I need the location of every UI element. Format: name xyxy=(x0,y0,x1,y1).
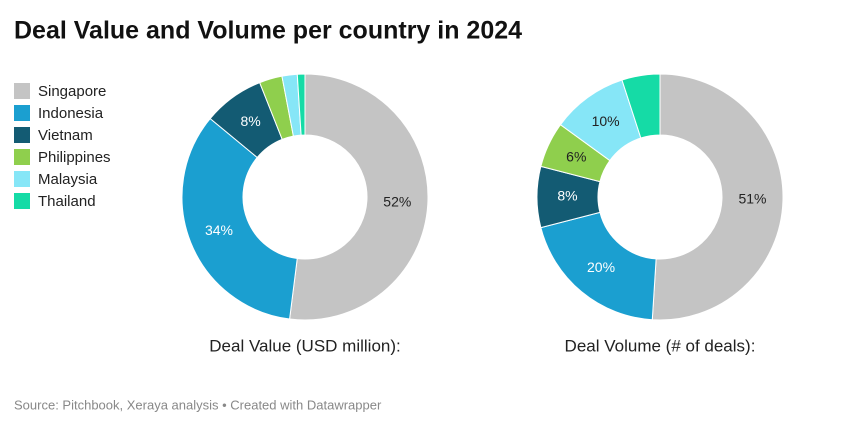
legend-swatch xyxy=(14,171,30,187)
data-label: 8% xyxy=(557,188,577,204)
slice xyxy=(651,73,784,321)
legend-swatch xyxy=(14,83,30,99)
legend-swatch xyxy=(14,127,30,143)
legend-label: Vietnam xyxy=(38,127,93,144)
data-label: 52% xyxy=(383,194,411,210)
legend-label: Thailand xyxy=(38,193,96,210)
legend-swatch xyxy=(14,149,30,165)
data-label: 34% xyxy=(205,222,233,238)
legend-label: Philippines xyxy=(38,149,111,166)
source: Source: Pitchbook, Xeraya analysis • Cre… xyxy=(14,397,382,412)
legend-label: Malaysia xyxy=(38,171,98,188)
data-label: 8% xyxy=(241,113,261,129)
legend-swatch xyxy=(14,105,30,121)
slice xyxy=(621,73,661,139)
data-label: 51% xyxy=(738,191,766,207)
slice xyxy=(540,211,657,321)
slice xyxy=(181,117,298,320)
slice xyxy=(289,73,429,321)
legend-label: Singapore xyxy=(38,83,106,100)
legend-swatch xyxy=(14,193,30,209)
chart-title: Deal Value (USD million): xyxy=(209,336,400,355)
chart-title: Deal Volume (# of deals): xyxy=(565,336,756,355)
data-label: 20% xyxy=(587,259,615,275)
data-label: 6% xyxy=(566,148,586,164)
legend-label: Indonesia xyxy=(38,105,104,122)
data-label: 10% xyxy=(592,113,620,129)
title: Deal Value and Volume per country in 202… xyxy=(14,17,522,45)
slice xyxy=(296,73,306,136)
